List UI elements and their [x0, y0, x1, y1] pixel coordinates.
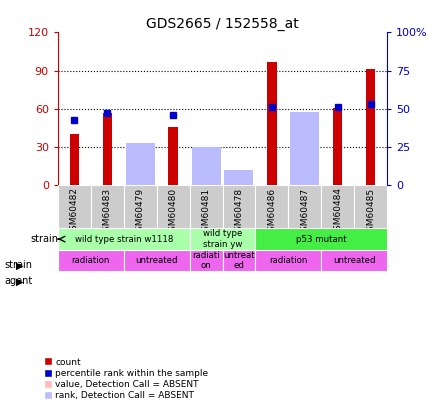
Bar — [290, 112, 320, 185]
Title: GDS2665 / 152558_at: GDS2665 / 152558_at — [146, 17, 299, 31]
Bar — [290, 113, 320, 185]
Bar — [70, 134, 79, 185]
Bar — [91, 185, 124, 228]
Bar — [321, 185, 354, 228]
Bar — [222, 185, 255, 228]
Bar — [58, 185, 91, 228]
Text: radiation: radiation — [269, 256, 307, 265]
Bar — [333, 108, 342, 185]
Bar — [103, 113, 112, 185]
Bar — [222, 250, 255, 271]
Bar — [190, 185, 222, 228]
Text: GSM60486: GSM60486 — [267, 188, 276, 237]
Bar — [255, 185, 288, 228]
Bar — [124, 185, 157, 228]
Text: untreat
ed: untreat ed — [223, 251, 255, 270]
Bar — [354, 185, 387, 228]
Text: GSM60481: GSM60481 — [202, 188, 210, 237]
Text: ▶: ▶ — [16, 260, 23, 270]
Text: strain: strain — [31, 234, 58, 244]
Bar — [224, 170, 254, 185]
Text: agent: agent — [4, 277, 32, 286]
Text: radiati
on: radiati on — [192, 251, 220, 270]
Text: GSM60485: GSM60485 — [366, 188, 375, 237]
Bar — [58, 250, 124, 271]
Text: GSM60479: GSM60479 — [136, 188, 145, 237]
Text: strain: strain — [4, 260, 32, 270]
Text: GSM60487: GSM60487 — [300, 188, 309, 237]
Bar — [191, 147, 221, 185]
Text: untreated: untreated — [135, 256, 178, 265]
Text: GSM60484: GSM60484 — [333, 188, 342, 237]
Bar — [125, 143, 155, 185]
Text: GSM60478: GSM60478 — [235, 188, 243, 237]
Text: GSM60482: GSM60482 — [70, 188, 79, 237]
Bar — [124, 250, 190, 271]
Bar — [255, 250, 321, 271]
Bar — [58, 228, 190, 250]
Bar — [169, 127, 178, 185]
Bar — [190, 228, 255, 250]
Bar — [157, 185, 190, 228]
Text: wild type
strain yw: wild type strain yw — [203, 229, 242, 249]
Text: p53 mutant: p53 mutant — [296, 234, 347, 243]
Text: GSM60483: GSM60483 — [103, 188, 112, 237]
Legend: count, percentile rank within the sample, value, Detection Call = ABSENT, rank, : count, percentile rank within the sample… — [44, 358, 209, 401]
Bar — [267, 62, 276, 185]
Text: untreated: untreated — [333, 256, 376, 265]
Text: ▶: ▶ — [16, 277, 23, 286]
Bar — [321, 250, 387, 271]
Bar — [190, 250, 222, 271]
Bar — [125, 153, 155, 185]
Text: wild type strain w1118: wild type strain w1118 — [74, 234, 173, 243]
Text: GSM60480: GSM60480 — [169, 188, 178, 237]
Text: radiation: radiation — [72, 256, 110, 265]
Bar — [224, 174, 254, 185]
Bar — [366, 69, 375, 185]
Bar — [288, 185, 321, 228]
Bar — [255, 228, 387, 250]
Bar — [191, 155, 221, 185]
